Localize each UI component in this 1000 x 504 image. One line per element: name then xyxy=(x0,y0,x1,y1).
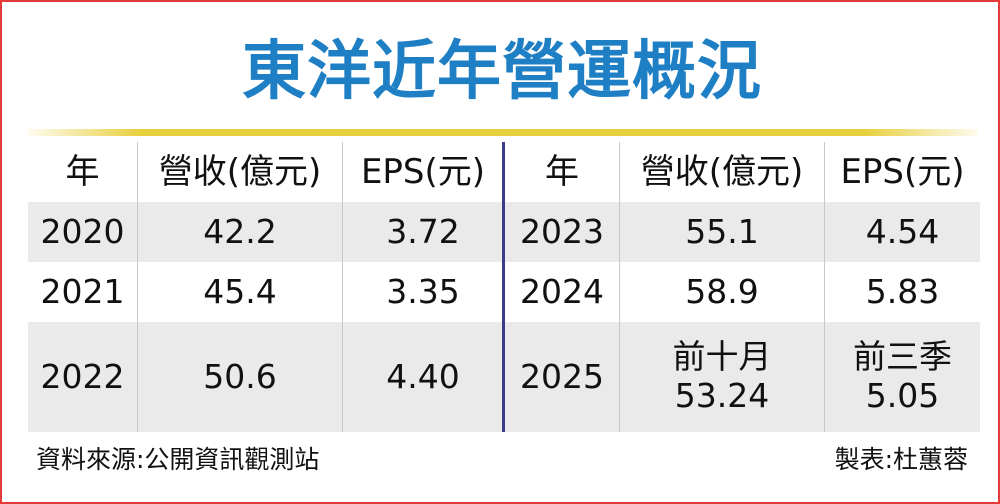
row-revenue: 45.4 xyxy=(138,262,343,322)
row-eps: 5.83 xyxy=(825,262,980,322)
row-revenue: 前十月 53.24 xyxy=(620,322,825,432)
row-year: 2024 xyxy=(505,262,620,322)
table-center-divider xyxy=(502,142,505,432)
source-note: 資料來源:公開資訊觀測站 xyxy=(36,445,320,474)
chart-title: 東洋近年營運概況 xyxy=(242,35,762,109)
revenue-value: 53.24 xyxy=(674,376,770,415)
header-eps: EPS(元) xyxy=(343,142,503,202)
revenue-period-note: 前十月 xyxy=(672,337,772,377)
row-eps: 4.54 xyxy=(825,202,980,262)
row-revenue: 50.6 xyxy=(138,322,343,432)
row-year: 2020 xyxy=(28,202,138,262)
row-year: 2021 xyxy=(28,262,138,322)
table-left-half: 年 營收(億元) EPS(元) 2020 42.2 3.72 2021 45.4… xyxy=(28,142,503,432)
title-underline xyxy=(28,129,978,136)
row-eps: 3.72 xyxy=(343,202,503,262)
row-year: 2023 xyxy=(505,202,620,262)
header-eps: EPS(元) xyxy=(825,142,980,202)
header-year: 年 xyxy=(505,142,620,202)
header-revenue: 營收(億元) xyxy=(620,142,825,202)
eps-value: 5.05 xyxy=(865,376,940,415)
header-revenue: 營收(億元) xyxy=(138,142,343,202)
row-revenue: 42.2 xyxy=(138,202,343,262)
table-right-half: 年 營收(億元) EPS(元) 2023 55.1 4.54 2024 58.9… xyxy=(505,142,980,432)
row-eps: 3.35 xyxy=(343,262,503,322)
header-year: 年 xyxy=(28,142,138,202)
row-revenue: 58.9 xyxy=(620,262,825,322)
row-eps: 前三季 5.05 xyxy=(825,322,980,432)
row-year: 2025 xyxy=(505,322,620,432)
eps-period-note: 前三季 xyxy=(853,337,952,377)
row-eps: 4.40 xyxy=(343,322,503,432)
data-table: 年 營收(億元) EPS(元) 2020 42.2 3.72 2021 45.4… xyxy=(28,142,980,432)
credit-note: 製表:杜蕙蓉 xyxy=(834,445,968,474)
row-revenue: 55.1 xyxy=(620,202,825,262)
row-year: 2022 xyxy=(28,322,138,432)
